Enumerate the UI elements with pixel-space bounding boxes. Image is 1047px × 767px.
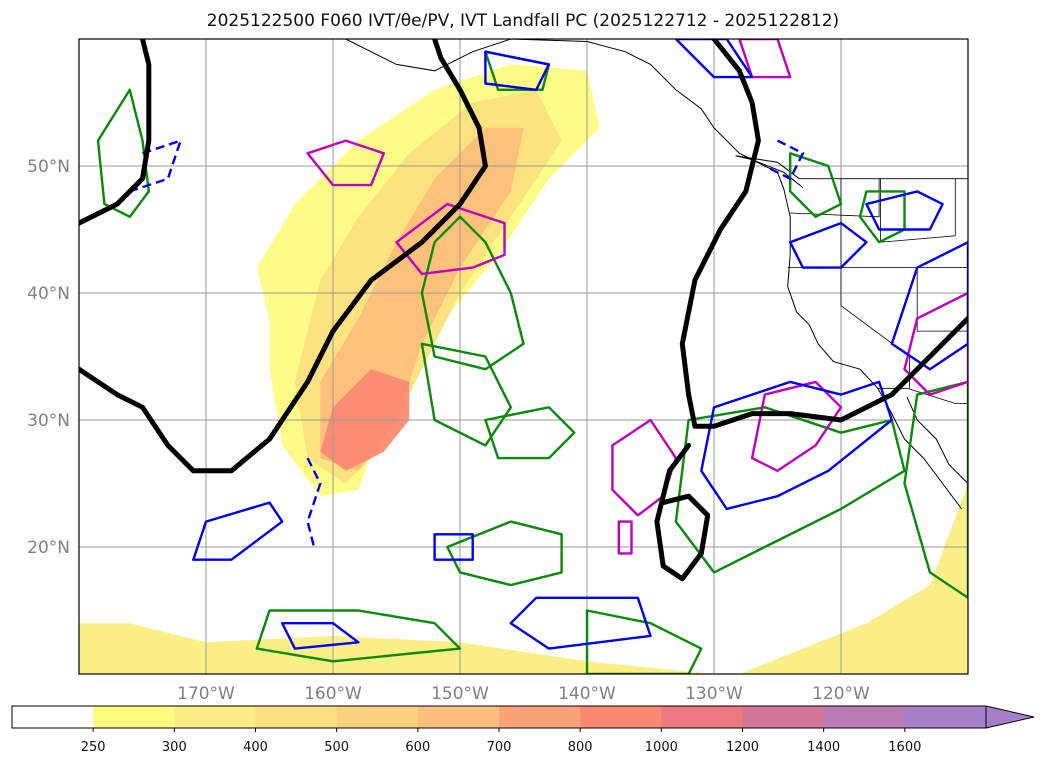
lon-tick-label: 160°W [304, 684, 362, 704]
lon-tick-label: 140°W [558, 684, 616, 704]
colorbar-segment [499, 706, 581, 728]
colorbar-segment [661, 706, 744, 728]
map-panel [79, 39, 968, 674]
colorbar-extend-arrow [985, 705, 1035, 729]
lat-tick-label: 50°N [27, 157, 70, 177]
colorbar-segment [255, 706, 338, 728]
colorbar-tick-label: 500 [324, 740, 349, 755]
colorbar-tick-label: 700 [487, 740, 512, 755]
border [840, 178, 910, 389]
magenta-contour [738, 39, 792, 79]
blue-contour [789, 221, 868, 269]
colorbar-segment [174, 706, 257, 728]
border [877, 387, 968, 404]
colorbar-tick-label: 1600 [888, 740, 921, 755]
coastline [735, 155, 804, 188]
pv-contour [79, 39, 152, 226]
green-contour [420, 342, 512, 447]
lon-tick-label: 170°W [177, 684, 235, 704]
green-contour [96, 88, 151, 219]
colorbar-segment [336, 706, 419, 728]
blue-contour [509, 596, 652, 650]
blue-contour [890, 240, 968, 371]
lat-tick-label: 40°N [27, 284, 70, 304]
blue-contour [433, 533, 474, 561]
green-contour [446, 520, 563, 587]
pv-contour [679, 39, 968, 429]
blue-dashed-contour [129, 138, 183, 193]
colorbar-segment [417, 706, 500, 728]
longitude-ticks: 170°W 160°W 150°W 140°W 130°W 120°W [177, 684, 870, 704]
colorbar-tick-label: 1200 [726, 740, 759, 755]
magenta-contour [903, 291, 968, 396]
colorbar-tick-label: 300 [162, 740, 187, 755]
blue-contour [192, 501, 284, 561]
colorbar-segment [12, 706, 94, 728]
pv-contour [654, 442, 711, 582]
magenta-contour [395, 202, 506, 276]
blue-contour [674, 39, 754, 79]
blue-dashed-contour [764, 139, 805, 181]
map-frame [78, 38, 969, 675]
pv-contour [79, 39, 488, 474]
green-contour [789, 152, 843, 219]
lon-tick-label: 120°W [812, 684, 870, 704]
lon-tick-label: 150°W [431, 684, 489, 704]
latitude-ticks: 50°N 40°N 30°N 20°N [27, 157, 70, 558]
colorbar-segment [580, 706, 662, 728]
lat-tick-label: 20°N [27, 538, 70, 558]
colorbar-segment [904, 706, 987, 728]
magenta-contour [306, 139, 385, 187]
ivt-fill-300-4 [79, 623, 714, 674]
colorbar-segment [823, 706, 906, 728]
ivt-fill-300-5 [739, 483, 968, 674]
colorbar: 250 300 400 500 600 700 800 1000 1200 1400 1600 [11, 705, 1035, 755]
magenta-contour [617, 520, 633, 555]
colorbar-tick-label: 600 [405, 740, 430, 755]
colorbar-segment [742, 706, 825, 728]
blue-contour [865, 190, 944, 231]
green-contour [858, 190, 906, 244]
blue-contour [281, 622, 360, 650]
green-contour [484, 406, 576, 460]
lat-tick-label: 30°N [27, 411, 70, 431]
colorbar-tick-label: 800 [568, 740, 593, 755]
colorbar-tick-label: 1000 [645, 740, 678, 755]
colorbar-tick-label: 400 [243, 740, 268, 755]
green-contour [585, 609, 703, 674]
border [880, 178, 956, 243]
colorbar-tick-label: 1400 [807, 740, 840, 755]
blue-contour [484, 50, 551, 92]
border [916, 267, 968, 332]
blue-dashed-contour [306, 457, 322, 548]
colorbar-tick-label: 250 [81, 740, 106, 755]
lon-tick-label: 130°W [685, 684, 743, 704]
magenta-contour [750, 380, 843, 472]
chart-title: 2025122500 F060 IVT/θe/PV, IVT Landfall … [207, 11, 839, 31]
green-contour [674, 406, 906, 574]
green-contour [255, 609, 462, 663]
blue-contour [700, 380, 893, 511]
colorbar-segment [93, 706, 175, 728]
